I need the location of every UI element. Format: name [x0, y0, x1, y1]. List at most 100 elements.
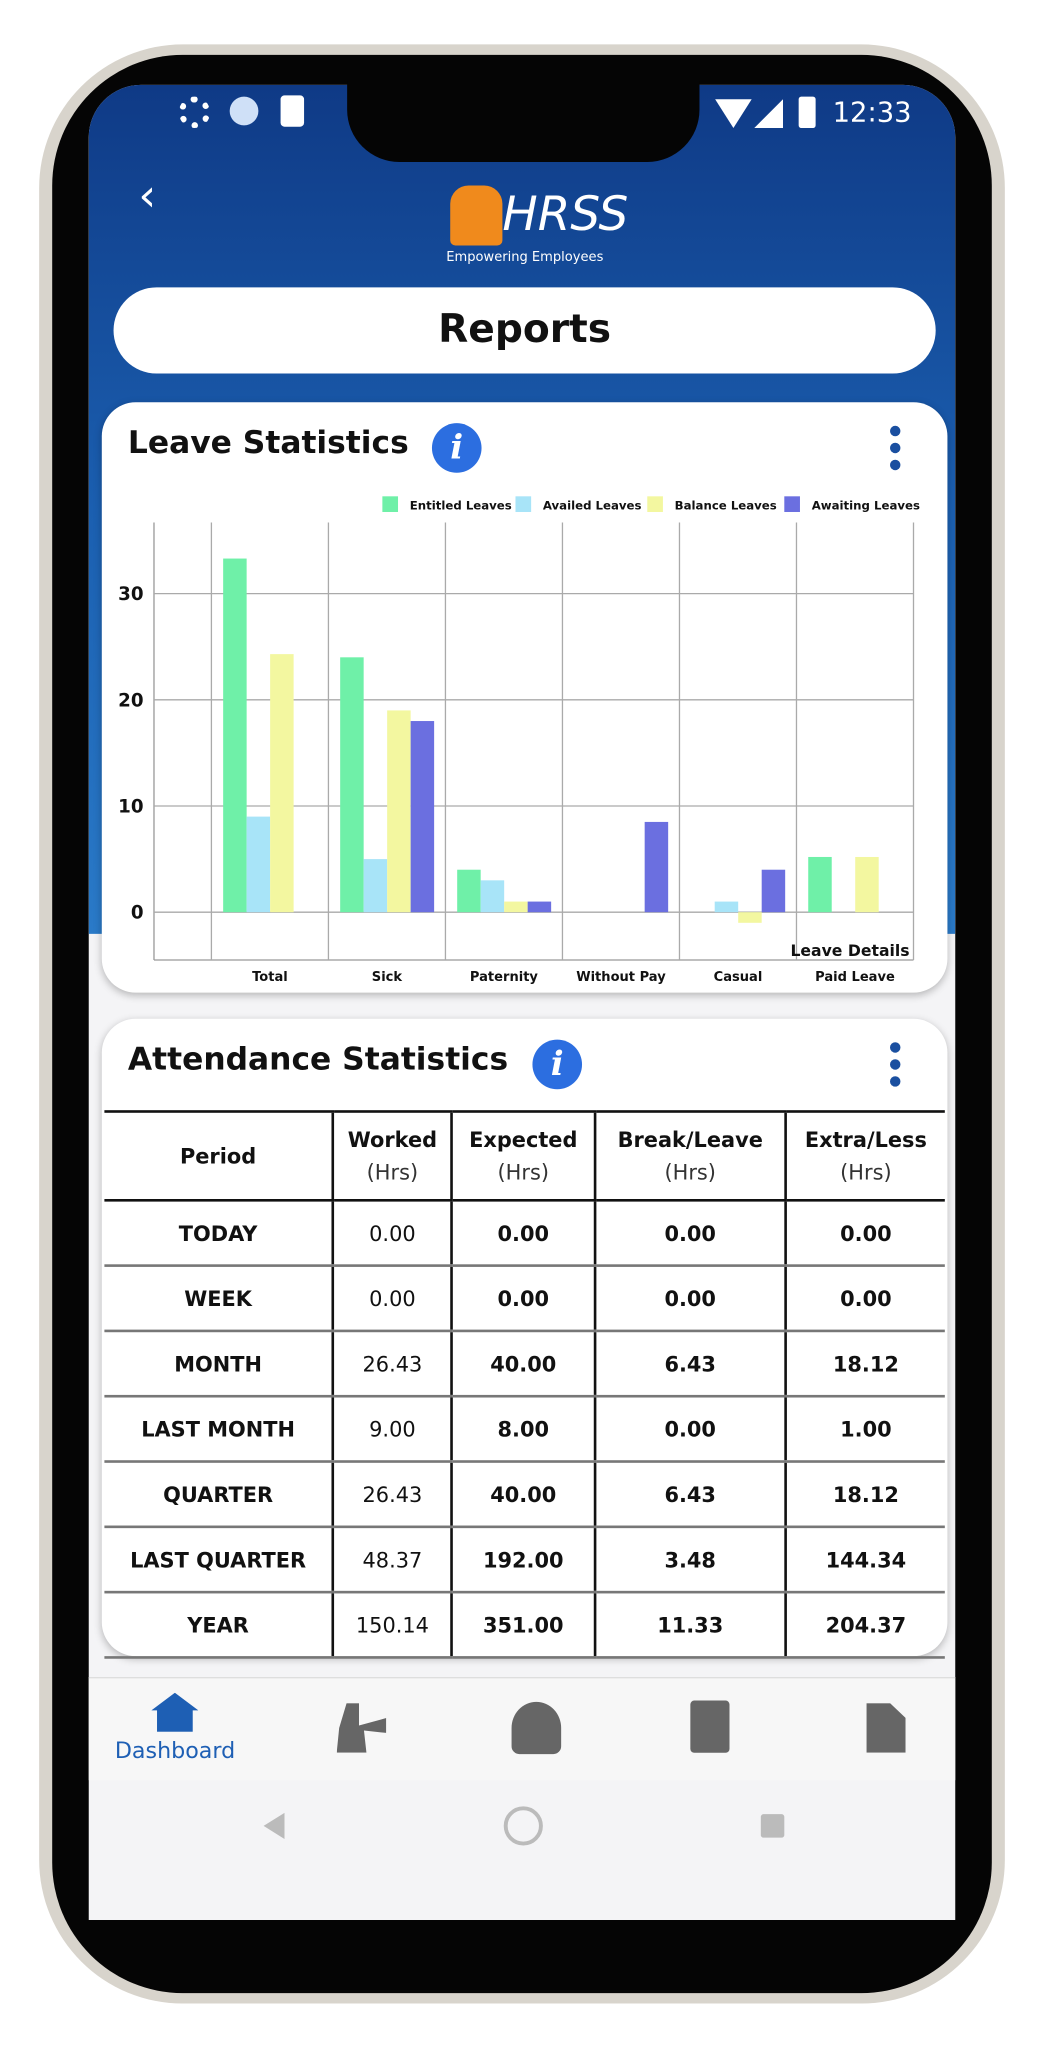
column-header: Worked (Hrs) — [331, 1110, 452, 1202]
bar — [363, 859, 388, 913]
leave-chart: 0 10 20 30 Total Sick Paternity Without Pay Casu… — [118, 496, 920, 985]
bar — [644, 821, 669, 913]
table-row: LAST QUARTER 48.37 192.00 3.48 144.34 — [104, 1526, 945, 1594]
x-tick-label: Paid Leave — [815, 970, 895, 985]
bar — [410, 721, 435, 913]
table-row: YEAR 150.14 351.00 11.33 204.37 — [104, 1592, 945, 1659]
bar — [387, 710, 411, 913]
value-cell: 0.00 — [450, 1265, 595, 1333]
header-name: Worked — [347, 1127, 438, 1152]
value-cell: 6.43 — [593, 1330, 786, 1398]
y-tick-label: 10 — [118, 797, 143, 818]
value-cell: 0.00 — [331, 1200, 452, 1267]
legend-swatch — [784, 496, 800, 512]
header-unit: (Hrs) — [497, 1159, 549, 1185]
value-cell: 18.12 — [784, 1461, 945, 1529]
card-title: Leave Statistics — [127, 424, 409, 462]
legend-swatch — [647, 496, 663, 512]
value-cell: 18.12 — [784, 1330, 945, 1398]
wifi-icon — [715, 99, 752, 128]
nav-back[interactable] — [263, 1812, 285, 1839]
menu-button[interactable] — [890, 425, 901, 477]
value-cell: 0.00 — [593, 1200, 786, 1267]
value-cell: 351.00 — [450, 1592, 595, 1659]
directory-icon[interactable] — [690, 1700, 730, 1753]
bar — [504, 901, 528, 913]
tagline: Empowering Employees — [446, 250, 604, 266]
period-cell: LAST MONTH — [104, 1396, 334, 1463]
table-row: QUARTER 26.43 40.00 6.43 18.12 — [104, 1461, 945, 1529]
value-cell: 0.00 — [593, 1265, 786, 1333]
header-name: Period — [179, 1143, 257, 1169]
info-button[interactable]: i — [532, 1039, 583, 1090]
battery-icon — [798, 96, 816, 128]
period-cell: LAST QUARTER — [104, 1526, 334, 1594]
bar — [457, 869, 481, 913]
value-cell: 0.00 — [331, 1265, 452, 1333]
value-cell: 1.00 — [784, 1396, 945, 1463]
value-cell: 26.43 — [331, 1330, 452, 1398]
header-unit: (Hrs) — [366, 1159, 419, 1185]
value-cell: 40.00 — [450, 1461, 595, 1529]
header-unit: (Hrs) — [840, 1159, 892, 1185]
legend-label: Balance Leaves — [675, 498, 777, 512]
bar — [527, 901, 552, 913]
value-cell: 0.00 — [784, 1200, 945, 1267]
notch — [347, 80, 700, 162]
period-cell: MONTH — [104, 1330, 334, 1398]
bar — [480, 880, 505, 913]
sync-icon — [229, 96, 259, 126]
bar — [738, 912, 762, 923]
value-cell: 6.43 — [593, 1461, 786, 1529]
card-title: Attendance Statistics — [127, 1040, 509, 1078]
legend-label: Awaiting Leaves — [812, 498, 920, 512]
menu-button[interactable] — [890, 1042, 901, 1093]
header-name: Break/Leave — [617, 1127, 763, 1152]
value-cell: 144.34 — [784, 1526, 945, 1594]
value-cell: 9.00 — [331, 1396, 452, 1463]
bar — [246, 816, 271, 913]
legend-swatch — [515, 496, 532, 512]
nav-home[interactable] — [503, 1806, 543, 1846]
header-name: Extra/Less — [804, 1127, 927, 1152]
value-cell: 0.00 — [593, 1396, 786, 1463]
bar — [223, 558, 247, 913]
table-row: LAST MONTH 9.00 8.00 0.00 1.00 — [104, 1396, 945, 1463]
bar — [270, 654, 294, 913]
y-tick-label: 20 — [118, 690, 143, 711]
value-cell: 11.33 — [593, 1592, 786, 1659]
back-button[interactable]: ‹ — [138, 169, 157, 223]
nav-recents[interactable] — [760, 1814, 785, 1838]
column-header: Expected (Hrs) — [450, 1110, 595, 1202]
bar — [808, 856, 832, 913]
settings-icon — [178, 96, 211, 128]
y-tick-label: 0 — [131, 903, 144, 924]
bar — [761, 869, 786, 913]
page-title: Reports — [113, 287, 936, 374]
sd-icon — [280, 95, 305, 127]
info-button[interactable]: i — [431, 423, 482, 473]
contact-icon[interactable] — [511, 1701, 562, 1755]
header-unit: (Hrs) — [664, 1159, 716, 1185]
bar — [714, 901, 739, 913]
column-header: Period — [104, 1110, 334, 1202]
bar — [855, 856, 879, 913]
attendance-table: Period Worked (Hrs) Expected (Hrs) Break/Leav… — [104, 1110, 945, 1659]
x-tick-label: Sick — [372, 970, 403, 985]
signal-icon — [754, 99, 783, 128]
value-cell: 192.00 — [450, 1526, 595, 1594]
column-header: Extra/Less (Hrs) — [784, 1110, 945, 1202]
value-cell: 150.14 — [331, 1592, 452, 1659]
y-tick-label: 30 — [118, 584, 143, 605]
value-cell: 0.00 — [450, 1200, 595, 1267]
x-tick-label: Total — [252, 970, 288, 985]
period-cell: QUARTER — [104, 1461, 334, 1529]
logo-figures — [450, 185, 503, 246]
period-cell: WEEK — [104, 1265, 334, 1333]
clock: 12:33 — [832, 96, 912, 128]
bar — [340, 657, 364, 913]
nav-label[interactable]: Dashboard — [114, 1738, 236, 1765]
period-cell: TODAY — [104, 1200, 334, 1267]
